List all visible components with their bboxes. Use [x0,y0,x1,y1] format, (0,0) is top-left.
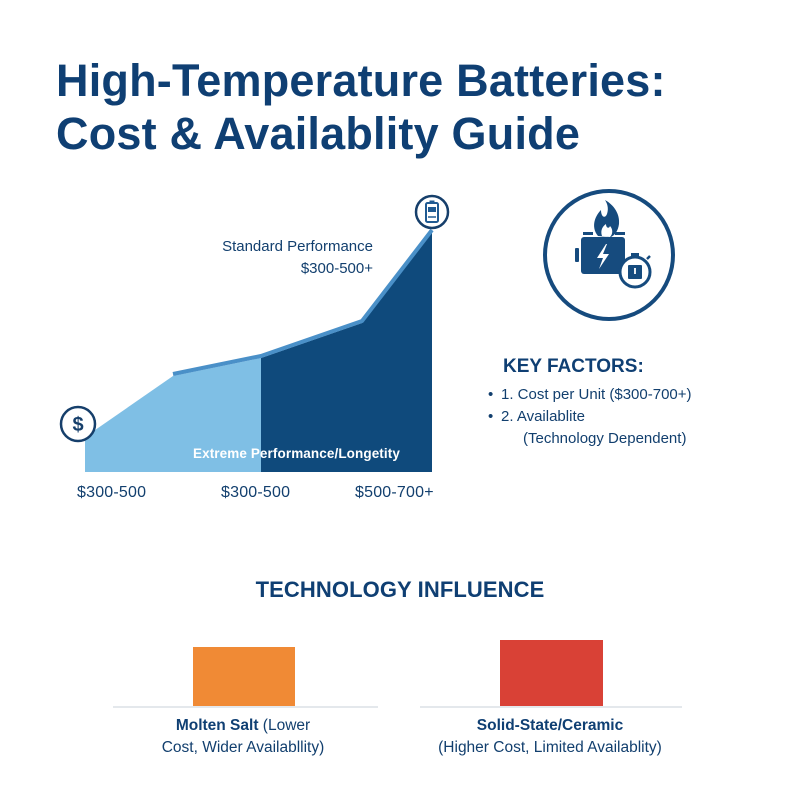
key-factor-text: 2. Availablite [501,408,585,425]
bullet-icon: • [488,386,494,403]
x-tick-label: $300-500 [221,484,291,501]
solid-state-bar [500,640,603,706]
molten-salt-name: Molten Salt [175,717,259,734]
molten-salt-detail-b: Cost, Wider Availabllity) [161,739,325,756]
standard-performance-title: Standard Performance [222,238,373,255]
x-tick-label: $500-700+ [355,484,434,501]
area-top-edge [172,228,434,376]
standard-performance-area [85,358,261,472]
key-factor-subtext: (Technology Dependent) [523,430,687,447]
x-tick-label: $300-500 [77,484,147,501]
key-factor-item: • 1. Cost per Unit ($300-700+) [486,384,692,406]
title-line-2: Cost & Availablity Guide [56,108,581,159]
key-factor-text: 1. Cost per Unit ($300-700+) [501,386,692,403]
molten-salt-caption: Molten Salt (Lower Cost, Wider Availabll… [118,715,368,759]
molten-salt-bar [193,647,295,706]
solid-state-detail-b: (Higher Cost, Limited Availablity) [438,739,662,756]
bullet-icon: • [488,408,494,425]
page-title: High-Temperature Batteries: Cost & Avail… [56,54,666,160]
dollar-circle-icon: $ [59,405,97,443]
battery-flame-stopwatch-icon [543,189,675,321]
solid-state-caption: Solid-State/Ceramic (Higher Cost, Limite… [415,715,685,759]
key-factors-title: KEY FACTORS: [503,356,644,377]
standard-performance-label: Standard Performance $300-500+ [222,236,373,280]
extreme-performance-label: Extreme Performance/Longetity [193,446,400,461]
molten-salt-detail-a: (Lower [258,717,311,734]
solid-state-name: Solid-State/Ceramic [476,717,624,734]
technology-influence-title: TECHNOLOGY INFLUENCE [255,577,545,602]
battery-circle-icon [414,194,450,230]
bar-baseline [420,706,682,708]
bar-baseline [113,706,378,708]
key-factor-item: • 2. Availablite (Technology Dependent) [486,406,692,450]
title-line-1: High-Temperature Batteries: [56,55,666,106]
standard-performance-range: $300-500+ [300,260,373,277]
svg-text:$: $ [72,414,83,436]
extreme-performance-area [261,232,432,472]
key-factors-list: • 1. Cost per Unit ($300-700+) • 2. Avai… [486,384,692,450]
